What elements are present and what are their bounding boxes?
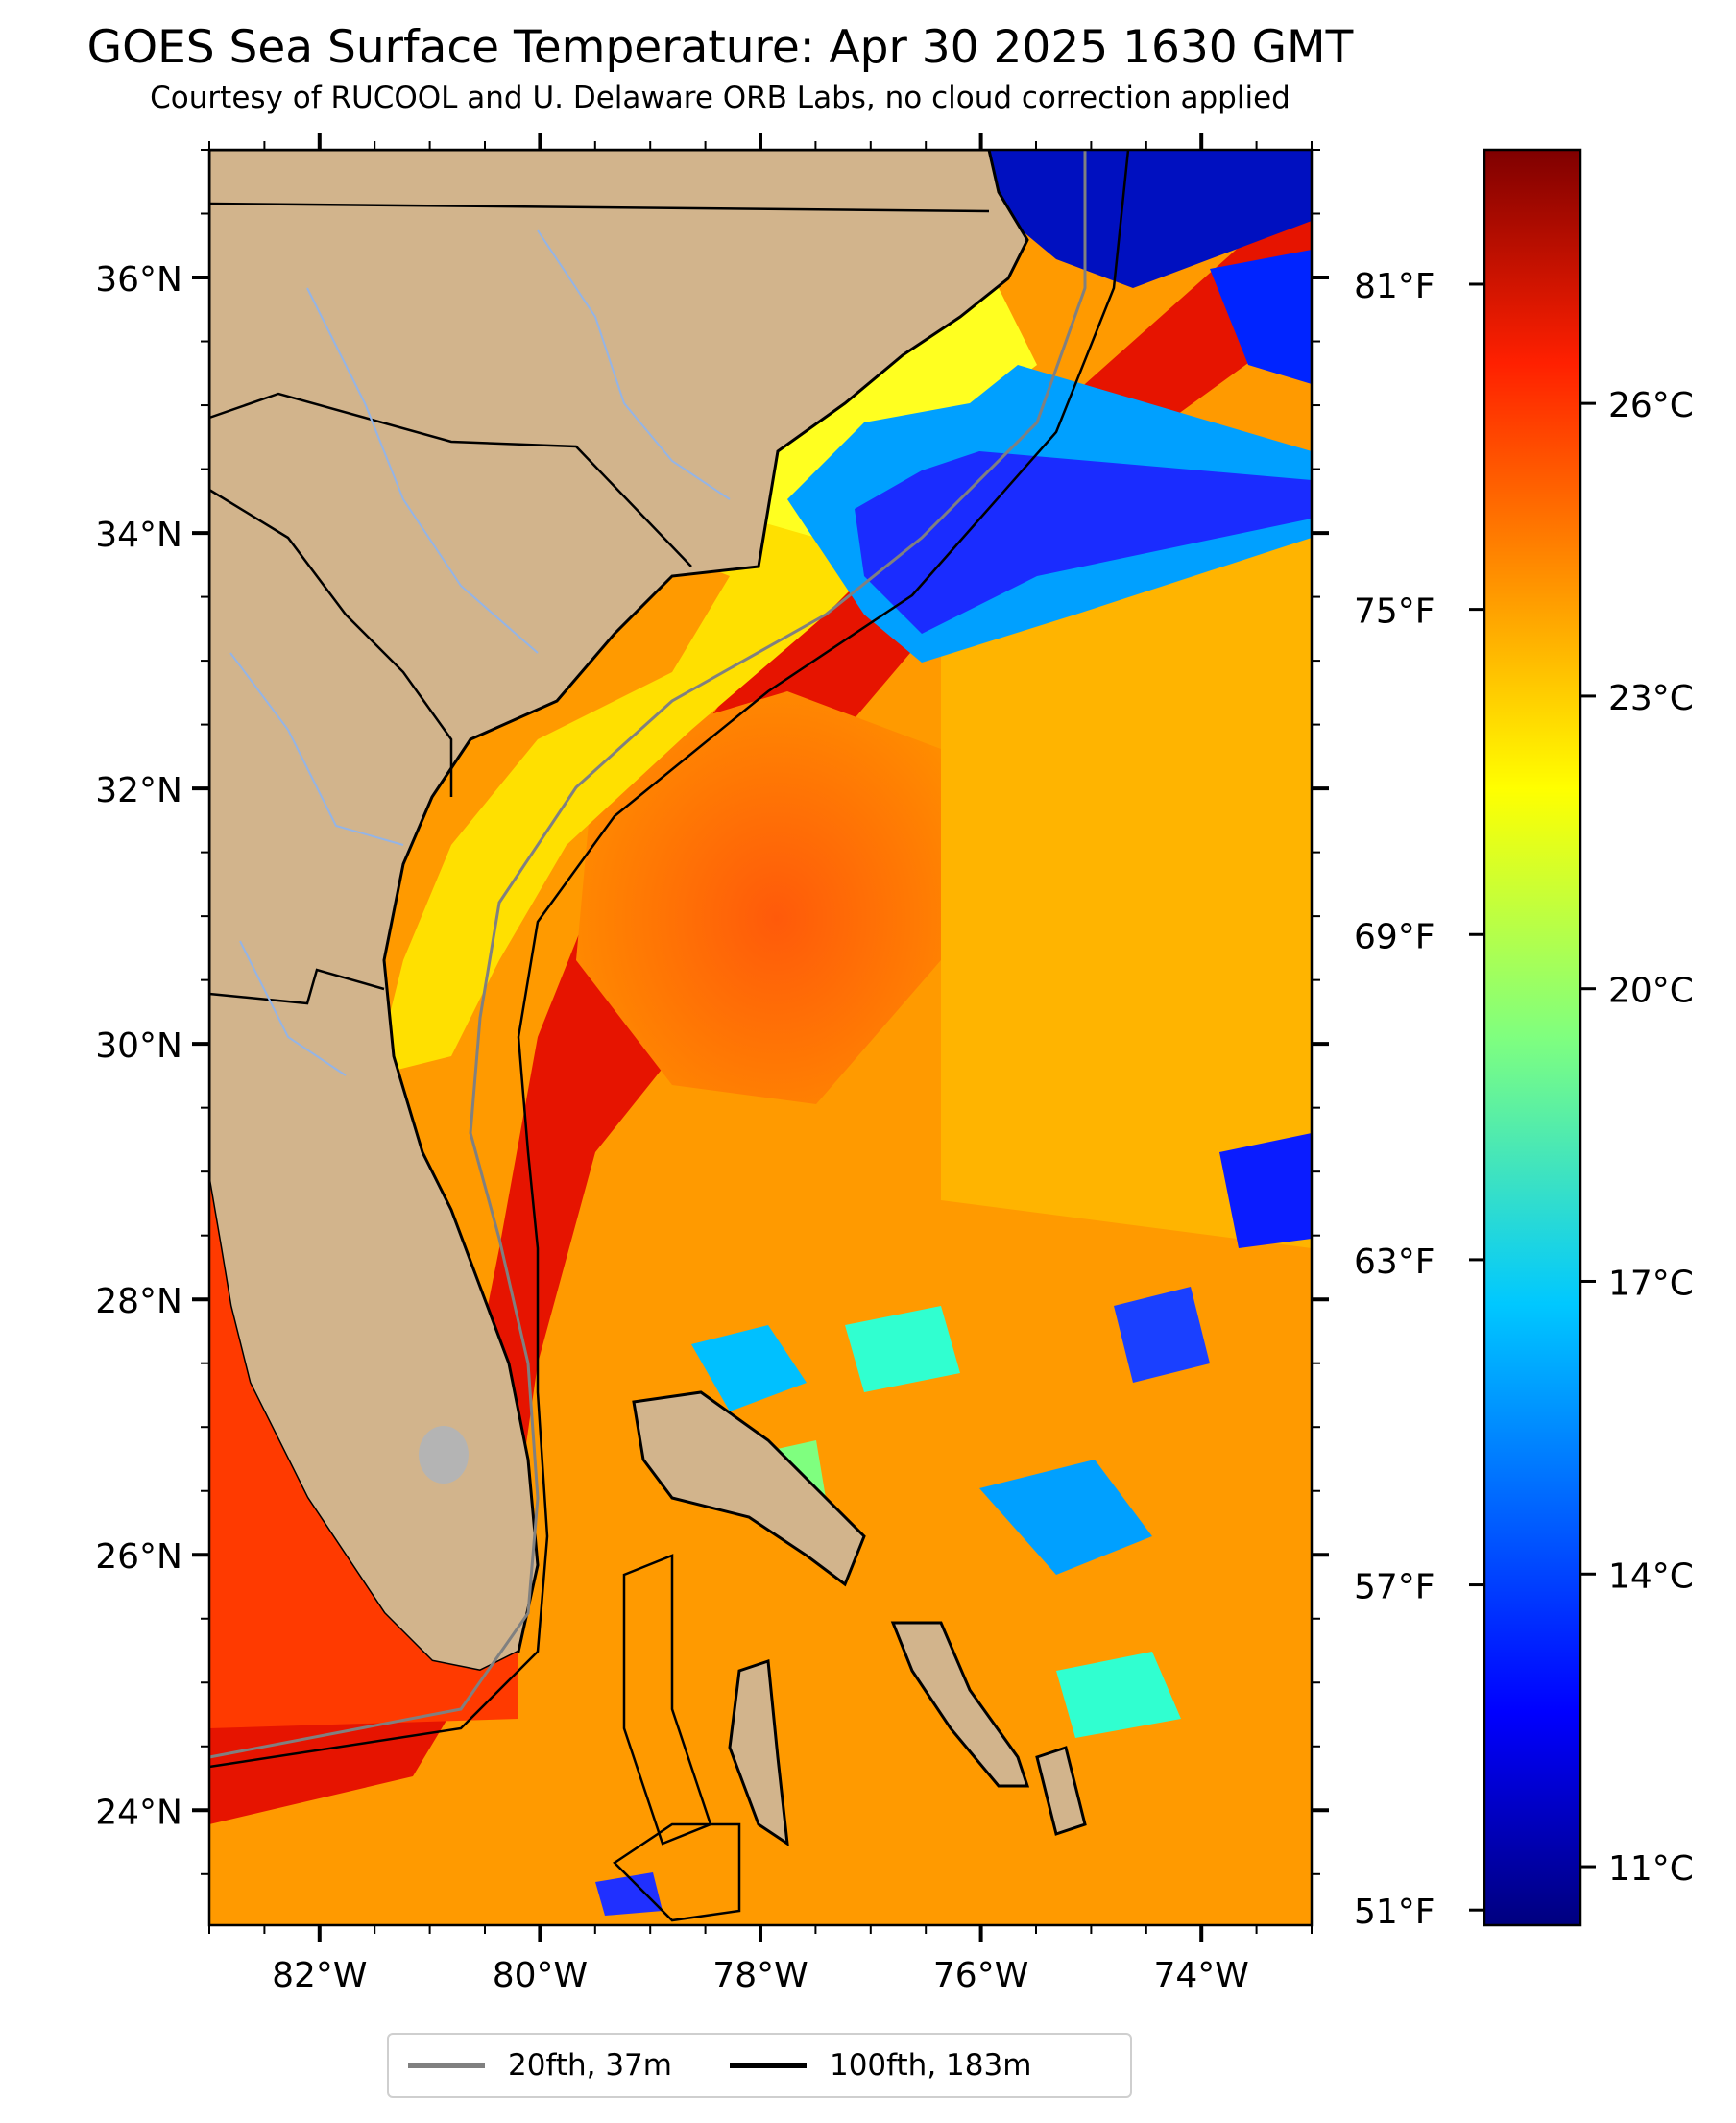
lon-label: 74°W <box>1153 1956 1248 1995</box>
legend-line-100fth <box>729 2063 807 2068</box>
fahrenheit-axis: 81°F 75°F 69°F 63°F 57°F 51°F <box>1354 267 1484 1932</box>
lon-label: 76°W <box>933 1956 1028 1995</box>
chart-subtitle: Courtesy of RUCOOL and U. Delaware ORB L… <box>150 81 1290 115</box>
lon-label: 82°W <box>272 1956 367 1995</box>
legend-line-20fth <box>408 2063 485 2068</box>
fahrenheit-label: 69°F <box>1354 917 1435 956</box>
chart-title: GOES Sea Surface Temperature: Apr 30 202… <box>86 21 1354 74</box>
latitude-axis: 36°N 34°N 32°N 30°N 28°N 26°N 24°N <box>95 149 1329 1875</box>
fahrenheit-label: 57°F <box>1354 1568 1435 1607</box>
colorbar-label: 14°C <box>1608 1556 1694 1596</box>
legend: 20fth, 37m 100fth, 183m <box>387 2033 1132 2098</box>
fahrenheit-label: 75°F <box>1354 592 1435 632</box>
fahrenheit-label: 51°F <box>1354 1893 1435 1932</box>
legend-item-100fth: 100fth, 183m <box>729 2048 1032 2083</box>
lat-label: 34°N <box>95 516 182 555</box>
isobath-100fth <box>209 150 1130 1922</box>
lat-label: 36°N <box>95 260 182 300</box>
lat-label: 28°N <box>95 1282 182 1321</box>
colorbar-label: 23°C <box>1608 679 1694 718</box>
isobath-20fth <box>209 150 1087 1759</box>
rivers <box>229 229 731 1076</box>
longitude-axis: 82°W 80°W 78°W 76°W 74°W <box>208 133 1313 1995</box>
colorbar-label: 26°C <box>1608 386 1694 425</box>
lat-label: 24°N <box>95 1793 182 1832</box>
fahrenheit-label: 63°F <box>1354 1242 1435 1282</box>
legend-item-20fth: 20fth, 37m <box>408 2048 672 2083</box>
legend-label-20fth: 20fth, 37m <box>508 2048 672 2083</box>
colorbar-label: 11°C <box>1608 1849 1694 1889</box>
lon-label: 80°W <box>493 1956 588 1995</box>
legend-label-100fth: 100fth, 183m <box>829 2048 1032 2083</box>
lat-label: 32°N <box>95 771 182 810</box>
colorbar-axis: 26°C 23°C 20°C 17°C 14°C 11°C <box>1580 386 1694 1889</box>
land <box>209 150 1087 1847</box>
fahrenheit-label: 81°F <box>1354 267 1435 306</box>
lon-label: 78°W <box>712 1956 808 1995</box>
lat-label: 30°N <box>95 1026 182 1066</box>
state-borders <box>208 202 990 1005</box>
colorbar-label: 20°C <box>1608 972 1694 1011</box>
colorbar-label: 17°C <box>1608 1264 1694 1303</box>
colorbar <box>1483 148 1582 1927</box>
lake-okeechobee <box>419 1426 469 1484</box>
lat-label: 26°N <box>95 1537 182 1577</box>
